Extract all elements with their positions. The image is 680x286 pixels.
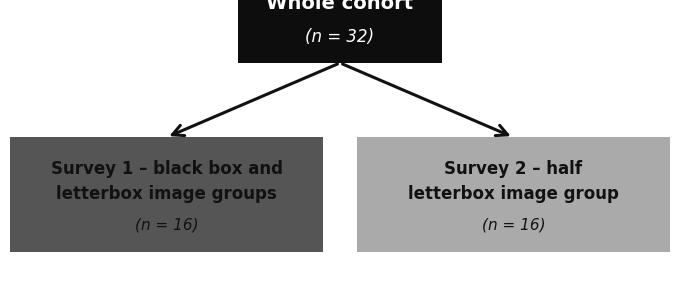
Text: (n = 16): (n = 16)	[135, 218, 199, 233]
Text: letterbox image group: letterbox image group	[408, 186, 619, 203]
Text: letterbox image groups: letterbox image groups	[56, 186, 277, 203]
FancyBboxPatch shape	[10, 137, 323, 252]
Text: Survey 2 – half: Survey 2 – half	[445, 160, 582, 178]
Text: Whole cohort: Whole cohort	[267, 0, 413, 13]
FancyBboxPatch shape	[357, 137, 670, 252]
Text: Survey 1 – black box and: Survey 1 – black box and	[50, 160, 283, 178]
FancyBboxPatch shape	[238, 0, 442, 63]
Text: (n = 16): (n = 16)	[481, 218, 545, 233]
Text: (n = 32): (n = 32)	[305, 28, 375, 46]
